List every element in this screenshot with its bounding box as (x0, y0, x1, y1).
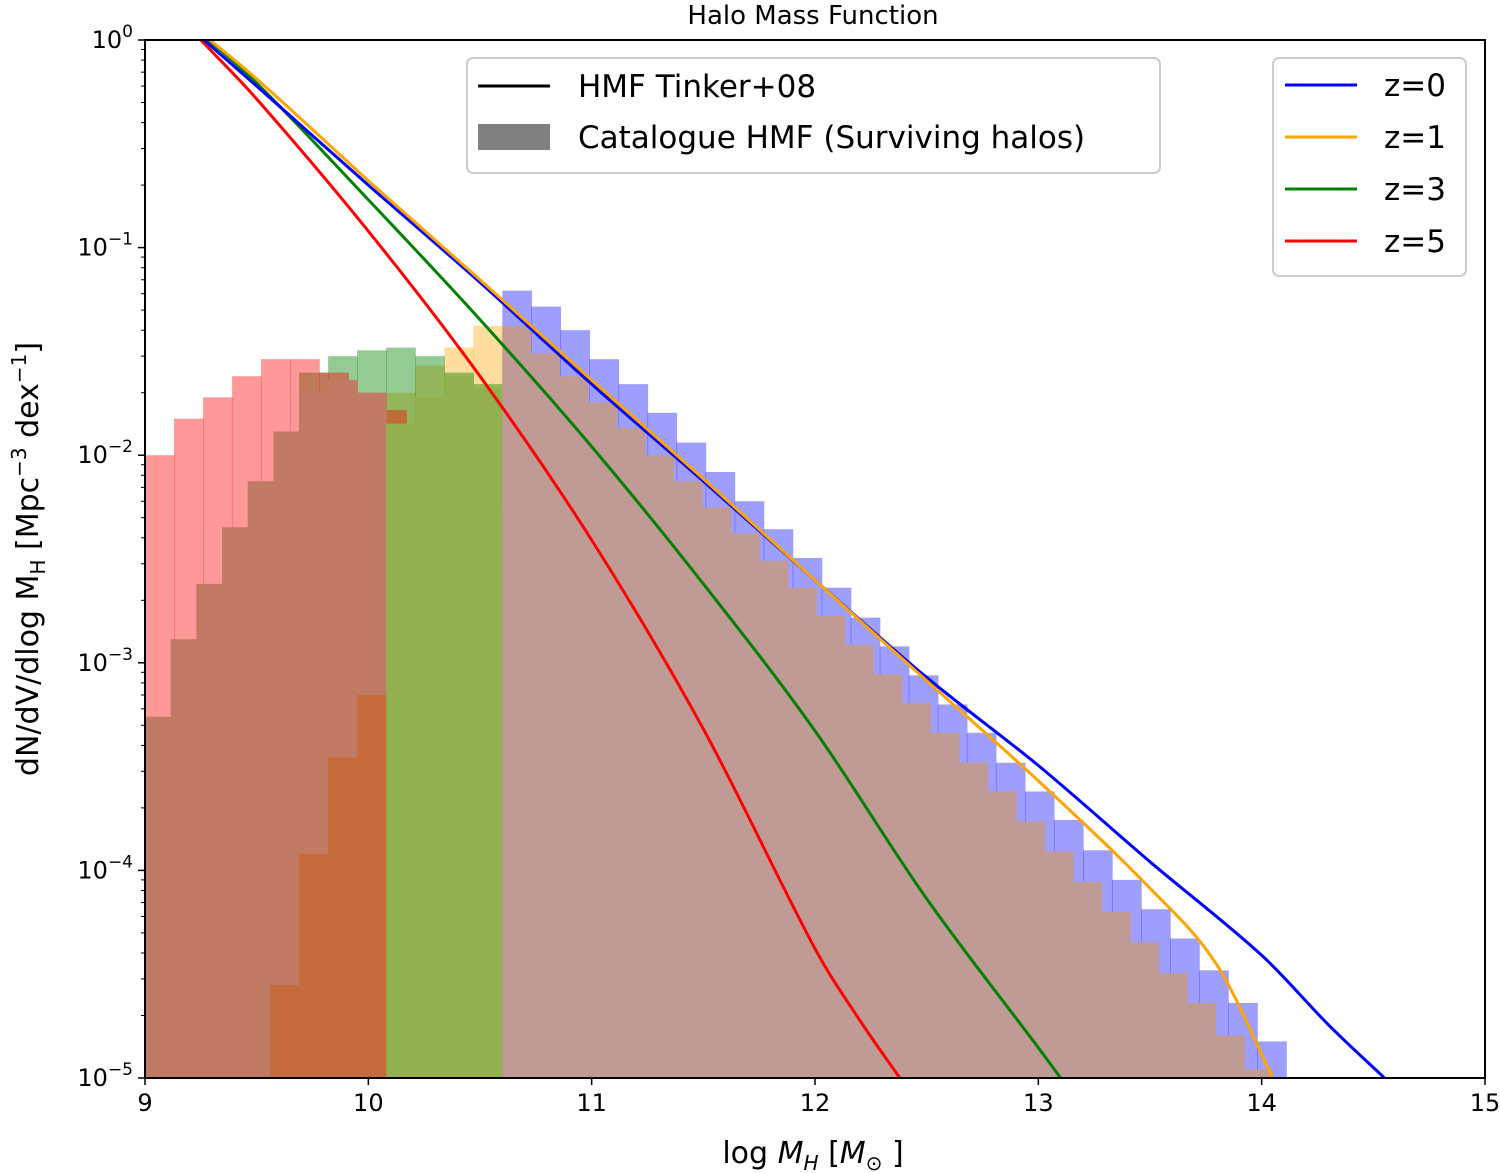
x-tick-label: 11 (576, 1089, 607, 1117)
hist-overlap-bar (530, 353, 561, 1078)
hist-overlap-bar (1215, 1035, 1245, 1078)
hist-overlap-bar (444, 376, 474, 1078)
y-tick-label: 10−4 (77, 852, 133, 884)
hmf-line-z3 (206, 40, 1062, 1078)
x-axis-title: log MH [M⊙ ] (722, 1136, 903, 1173)
hist-overlap-bar (844, 644, 874, 1078)
x-tick-label: 13 (1023, 1089, 1054, 1117)
hist-overlap-bar (196, 583, 223, 1078)
hist-overlap-bar (273, 431, 300, 1078)
hist-overlap-bar (1101, 912, 1131, 1078)
hist-overlap-bar (502, 325, 532, 1078)
legend-label-z3: z=3 (1384, 172, 1446, 208)
x-tick-label: 10 (353, 1089, 384, 1117)
x-tick-label: 12 (800, 1089, 831, 1117)
hist-overlap-bar (247, 481, 275, 1078)
hist-overlap-bar (987, 791, 1017, 1078)
hist-overlap-bar (873, 674, 903, 1078)
hist-overlap-bar (930, 732, 960, 1078)
y-tick-label: 10−5 (77, 1060, 133, 1092)
legend-patch-swatch (478, 124, 550, 150)
y-axis-title: dN/dV/dlog MH [Mpc−3 dex−1] (7, 342, 50, 776)
hist-overlap-bar (1158, 973, 1188, 1078)
legend-style-box (466, 57, 1161, 174)
hist-overlap-bar (587, 402, 618, 1078)
legend-label-hmf: HMF Tinker+08 (578, 69, 816, 105)
hist-overlap-bar (415, 397, 445, 1078)
y-tick-label: 10−2 (77, 437, 133, 469)
x-tick-label: 9 (137, 1089, 152, 1117)
hist-overlap-bar (958, 762, 989, 1078)
hist-overlap-bar (645, 455, 675, 1078)
legend-style: HMF Tinker+08 Catalogue HMF (Surviving h… (466, 57, 1161, 174)
hist-overlap-bar (1044, 851, 1074, 1078)
plot-area (145, 40, 1386, 1078)
hist-overlap-bar (759, 560, 789, 1078)
histogram-overlap (386, 376, 503, 1078)
x-axis: 9 10 11 12 13 14 15 (137, 1078, 1500, 1117)
legend-redshift: z=0 z=1 z=3 z=5 (1272, 57, 1467, 277)
x-tick-label: 14 (1246, 1089, 1277, 1117)
hist-overlap-bar (616, 428, 646, 1078)
legend-label-z1: z=1 (1384, 120, 1446, 156)
hmf-line-z1 (207, 40, 1275, 1078)
hmf-line-z5 (199, 40, 902, 1078)
hist-overlap-bar (270, 985, 300, 1078)
y-tick-label: 10−3 (77, 645, 133, 677)
y-tick-label: 100 (92, 22, 133, 54)
hist-overlap-bar (386, 423, 416, 1078)
hist-overlap-bar (328, 757, 358, 1078)
hist-overlap-bar (299, 853, 329, 1078)
legend-label-z5: z=5 (1384, 224, 1446, 260)
hist-overlap-bar (145, 716, 172, 1078)
hist-overlap-bar (170, 639, 197, 1078)
hist-overlap-bar (1130, 942, 1160, 1078)
hist-overlap-bar (357, 694, 387, 1078)
legend-redshift-box (1272, 57, 1467, 277)
hist-overlap-bar (673, 481, 703, 1078)
histogram-overlap (145, 431, 300, 1078)
hist-overlap-bar (730, 533, 760, 1078)
hist-overlap-bar (901, 703, 931, 1078)
chart-title: Halo Mass Function (687, 1, 938, 31)
hist-overlap-bar (702, 507, 732, 1078)
y-tick-label: 10−1 (77, 230, 133, 262)
x-tick-label: 15 (1470, 1089, 1500, 1117)
hist-overlap-bar (1244, 1069, 1274, 1078)
hist-overlap-bar (559, 376, 589, 1078)
legend-label-catalogue: Catalogue HMF (Surviving halos) (578, 120, 1085, 156)
hist-overlap-bar (816, 616, 846, 1078)
histogram-overlap (502, 325, 1274, 1078)
legend-label-z0: z=0 (1384, 68, 1446, 104)
hist-overlap-bar (787, 587, 817, 1078)
hist-overlap-bar (1073, 881, 1103, 1078)
hist-overlap-bar (473, 388, 503, 1078)
hist-overlap-bar (1187, 1002, 1217, 1078)
hist-overlap-bar (222, 527, 249, 1078)
y-axis: 100 10−1 10−2 10−3 10−4 10−5 (77, 22, 145, 1092)
